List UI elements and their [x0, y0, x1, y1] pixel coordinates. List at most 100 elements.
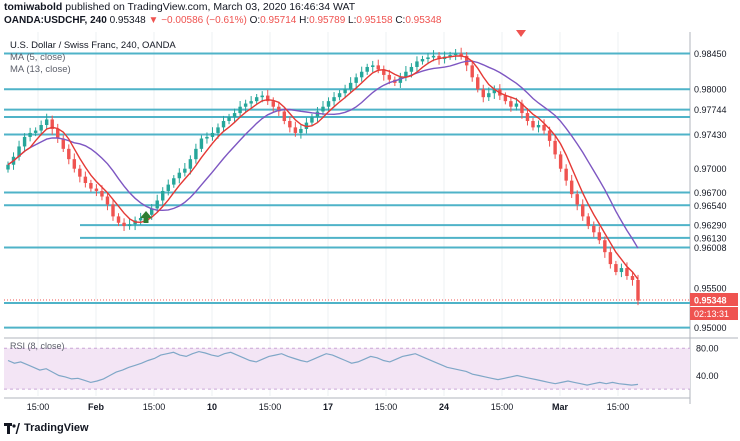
candle-body [420, 59, 425, 62]
candle-body [166, 184, 170, 191]
candle-body [315, 111, 320, 118]
quote-line: OANDA:USDCHF, 240 0.95348 ▼ −0.00586 (−0… [4, 15, 441, 26]
candle-body [343, 89, 347, 94]
candle-body [476, 77, 480, 90]
candle-body [371, 65, 375, 67]
low-value: 0.95158 [356, 15, 393, 26]
candle-body [332, 97, 336, 102]
rsi-tick-label: 40.00 [696, 371, 719, 381]
publish-line: tomiwabold published on TradingView.com,… [4, 1, 355, 13]
last-price-tag-label: 0.95348 [694, 296, 727, 306]
candle-body [116, 216, 121, 223]
candle-body [282, 111, 287, 122]
candle-body [100, 190, 104, 197]
legend-ma-fast[interactable]: MA (5, close) [10, 52, 66, 63]
candle-body [122, 222, 126, 226]
price-tick-label: 0.98000 [694, 85, 727, 95]
time-tick-label: Mar [552, 402, 569, 412]
candle-body [409, 66, 414, 72]
candle-body [531, 121, 535, 128]
candle-body [94, 188, 99, 191]
candle-body [437, 55, 441, 60]
candle-body [382, 69, 386, 75]
brand-name[interactable]: TradingView [24, 422, 89, 434]
candle-body [520, 103, 524, 114]
price-tick-label: 0.97430 [694, 130, 727, 140]
candle-body [216, 127, 220, 133]
candle-body [636, 279, 640, 301]
chart-legend: U.S. Dollar / Swiss Franc, 240, OANDA MA… [10, 40, 176, 76]
candle-body [149, 208, 154, 215]
legend-title[interactable]: U.S. Dollar / Swiss Franc, 240, OANDA [10, 40, 176, 51]
candle-body [492, 89, 497, 94]
candle-body [348, 82, 353, 90]
candle-body [448, 55, 452, 57]
candle-body [326, 101, 331, 107]
legend-ma-slow[interactable]: MA (13, close) [10, 64, 71, 75]
chart-marks: 0.95348 02:13:31 [4, 30, 738, 321]
footer-bar: TradingView [0, 418, 740, 441]
price-axis[interactable]: 0.98450 0.98000 0.97744 0.97430 0.97000 0.967… [694, 49, 727, 333]
last-price-tag [690, 293, 738, 307]
candle-body [28, 132, 32, 137]
time-tick-label: 15:00 [607, 402, 630, 412]
candle-body [155, 200, 159, 209]
candle-body [271, 101, 275, 107]
candle-body [56, 128, 60, 139]
tradingview-logo-icon[interactable] [4, 423, 20, 435]
time-tick-label: 15:00 [491, 402, 514, 412]
price-chart[interactable]: 0.98450 0.98000 0.97744 0.97430 0.97000 0.967… [0, 0, 740, 418]
change-value: −0.00586 (−0.61%) [161, 15, 247, 26]
low-label: L: [348, 15, 357, 26]
price-tick-label: 0.96130 [694, 233, 727, 243]
candle-body [288, 121, 292, 128]
candle-body [564, 168, 568, 181]
candle-body [481, 89, 485, 98]
rsi-pane: 80.00 40.00 [4, 337, 738, 390]
candle-body [227, 117, 231, 122]
candle-body [553, 140, 557, 155]
candle-body [503, 95, 508, 102]
candle-body [404, 71, 408, 78]
candle-body [603, 240, 607, 253]
candle-body [542, 124, 546, 131]
candle-body [67, 148, 71, 160]
candle-body [127, 224, 132, 226]
candle-body [459, 53, 463, 56]
candle-body [354, 77, 358, 83]
time-axis[interactable]: 15:00 Feb 15:00 10 15:00 17 15:00 24 15:00 Mar 15:… [4, 397, 690, 412]
candle-body [619, 268, 624, 273]
time-tick-label: 15:00 [27, 402, 50, 412]
price-tick-label: 0.96700 [694, 188, 727, 198]
rsi-line [7, 350, 639, 386]
last-price: 0.95348 [109, 15, 146, 26]
candle-body [172, 178, 176, 185]
candle-body [614, 264, 618, 273]
candle-body [39, 124, 43, 131]
candle-body [22, 136, 27, 147]
price-tick-label: 0.96290 [694, 221, 727, 231]
time-tick-label: 17 [323, 402, 333, 412]
candle-body [597, 232, 602, 241]
candle-body [266, 95, 270, 102]
symbol-label[interactable]: OANDA:USDCHF, 240 [4, 15, 107, 26]
candle-body [17, 146, 21, 157]
publisher-name[interactable]: tomiwabold [4, 1, 63, 13]
candle-body [415, 61, 419, 67]
rsi-legend[interactable]: RSI (8, close) [10, 341, 65, 351]
candle-body [199, 138, 204, 149]
candle-body [426, 57, 430, 60]
candle-body [525, 113, 530, 122]
candle-body [337, 93, 342, 98]
candle-body [547, 130, 552, 141]
close-value: 0.95348 [405, 15, 442, 26]
candle-body [138, 217, 143, 221]
candle-body [365, 66, 369, 72]
candle-body [72, 159, 77, 169]
candle-body [310, 117, 314, 123]
candle-body [210, 132, 215, 137]
time-tick-label: 15:00 [259, 402, 282, 412]
open-label: O: [249, 15, 261, 26]
candle-body [630, 276, 635, 280]
candle-body [188, 159, 193, 169]
